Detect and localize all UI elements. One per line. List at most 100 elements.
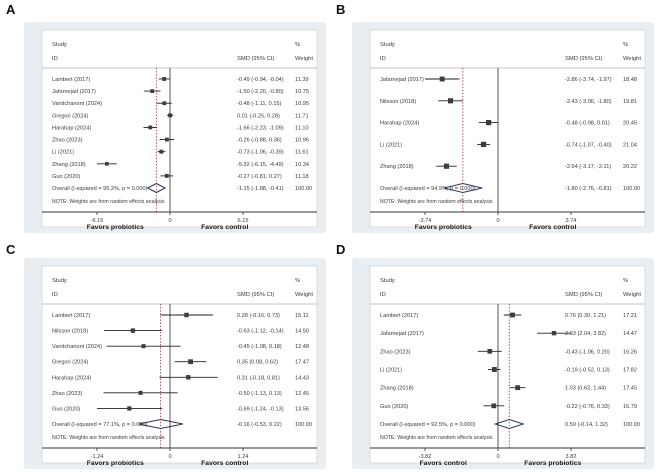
study-id: Guo (2020) [52, 406, 80, 412]
panel-label-c: C [6, 242, 16, 257]
favors-right-label: Favors control [529, 224, 576, 231]
col-header-study: Study [52, 42, 67, 48]
panel-b-quadrant: B Study ID% SMD (95% CI) Weight Jafarnejad (… [330, 0, 661, 236]
forest-plot-svg-d: Study ID% SMD (95% CI) Weight Lambert (2017)… [369, 265, 646, 467]
weight-value: 14.50 [295, 329, 309, 335]
weight-value: 11.39 [295, 77, 309, 83]
effect-marker [148, 125, 153, 130]
smd-ci-value: -1.66 (-2.23, -1.09) [237, 125, 284, 131]
study-id: Nilsson (2018) [380, 99, 416, 105]
col-header-id: ID [52, 56, 58, 62]
effect-marker [162, 77, 167, 81]
study-row: Harahap (2024) -1.66 (-2.23, -1.09) 11.10 [52, 125, 309, 131]
weight-value: 21.04 [623, 142, 637, 148]
favors-right-label: Favors control [201, 460, 248, 467]
smd-ci-value: -0.63 (-1.12, -0.14) [237, 329, 284, 335]
weight-value: 11.10 [295, 125, 309, 131]
study-id: Lambert (2017) [380, 313, 418, 319]
study-row: Guo (2020) -0.27 (-0.81, 0.27) 11.18 [52, 174, 309, 180]
study-id: Jafarnejad (2017) [380, 331, 424, 337]
smd-ci-value: -1.50 (-2.20, -0.80) [237, 89, 284, 95]
weight-value: 11.61 [295, 150, 309, 156]
smd-ci-value: 1.03 (0.62, 1.44) [565, 386, 606, 392]
weight-value: 16.79 [623, 404, 637, 410]
col-header-weight: Weight [623, 56, 641, 62]
smd-ci-value: -0.27 (-0.81, 0.27) [237, 174, 282, 180]
smd-ci-value: -2.86 (-3.74, -1.97) [565, 77, 612, 83]
weight-value: 100.00 [623, 422, 640, 428]
axis-tick-label: 1.24 [238, 454, 249, 460]
weight-value: 10.34 [295, 162, 309, 168]
smd-ci-value: -0.48 (-1.11, 0.15) [237, 101, 281, 107]
favors-left-label: Favors probiotics [87, 460, 144, 467]
study-row: Zhang (2018) 1.03 (0.62, 1.44) 17.45 [380, 385, 637, 392]
weights-note: NOTE: Weights are from random effects an… [380, 199, 493, 205]
smd-ci-value: -1.80 (-2.76, -0.81) [565, 186, 612, 192]
col-header-percent: % [295, 278, 300, 284]
smd-ci-value: 0.31 (-0.18, 0.81) [237, 375, 280, 381]
effect-marker [439, 76, 445, 82]
favors-left-label: Favors probiotics [415, 224, 472, 231]
weight-value: 17.45 [623, 386, 637, 392]
smd-ci-value: -0.26 (-0.88, 0.36) [237, 138, 282, 144]
col-header-smd: SMD (95% CI) [565, 292, 602, 298]
study-row: Vanitchanont (2024) -0.48 (-1.11, 0.15) 10… [52, 101, 309, 107]
study-row: Lambert (2017) 0.76 (0.30, 1.21) 17.21 [380, 312, 637, 319]
study-id: Zhao (2023) [52, 138, 83, 144]
effect-marker [443, 163, 450, 169]
col-header-weight: Weight [623, 292, 641, 298]
weight-value: 10.95 [295, 101, 309, 107]
study-row: Nilsson (2018) -0.63 (-1.12, -0.14) 14.50 [52, 328, 309, 335]
effect-marker [486, 119, 492, 126]
weight-value: 17.82 [623, 368, 637, 374]
plot-box [41, 265, 318, 464]
effect-marker [188, 359, 194, 365]
smd-ci-value: -2.64 (-3.17, -2.11) [565, 164, 611, 170]
study-id: Zhao (2023) [380, 349, 411, 355]
weight-value: 20.22 [623, 164, 637, 170]
smd-ci-value: -0.19 (-0.52, 0.13) [565, 368, 610, 374]
study-id: Zhang (2018) [52, 162, 86, 168]
study-id: Lambert (2017) [52, 77, 90, 83]
smd-ci-value: -0.45 (-1.08, 0.18) [237, 344, 282, 350]
favors-right-label: Favors control [201, 224, 248, 231]
forest-plot-panel-d: Study ID% SMD (95% CI) Weight Lambert (2017)… [352, 258, 654, 469]
weight-value: 12.45 [295, 391, 309, 397]
axis-tick-label: 3.82 [566, 454, 577, 460]
weight-value: 10.96 [295, 138, 309, 144]
weight-value: 12.48 [295, 344, 309, 350]
study-id: Jafarnejad (2017) [380, 77, 424, 83]
smd-ci-value: -0.73 (-1.06, -0.39) [237, 150, 284, 156]
overall-row: Overall (I-squared = 77.1%, p = 0.000) -0… [52, 418, 312, 430]
effect-marker [480, 141, 487, 148]
study-row: Lambert (2017) -0.49 (-0.94, -0.04) 11.39 [52, 77, 309, 83]
weight-value: 10.75 [295, 89, 309, 95]
smd-ci-value: -1.15 (-1.88, -0.41) [237, 186, 284, 192]
axis-tick-label: 0 [496, 454, 499, 460]
study-row: Guo (2020) -0.69 (-1.24, -0.13) 13.56 [52, 406, 309, 412]
plot-box [369, 29, 646, 228]
forest-plot-svg-a: Study ID% SMD (95% CI) Weight Lambert (2017)… [41, 29, 318, 231]
favors-left-label: Favors probiotics [87, 224, 144, 231]
axis-tick-label: -1.24 [91, 454, 104, 460]
axis-tick-label: 3.74 [566, 218, 577, 224]
weights-note: NOTE: Weights are from random effects an… [380, 435, 493, 441]
col-header-study: Study [52, 278, 67, 284]
weight-value: 100.00 [295, 186, 312, 192]
study-row: Zhao (2023) -0.26 (-0.88, 0.36) 10.96 [52, 138, 309, 144]
col-header-study: Study [380, 42, 395, 48]
smd-ci-value: -0.16 (-0.53, 0.22) [237, 422, 282, 428]
study-id: Harahap (2024) [52, 375, 91, 381]
axis-tick-label: -3.82 [419, 454, 432, 460]
smd-ci-value: 0.76 (0.30, 1.21) [565, 313, 606, 319]
effect-marker [159, 149, 164, 154]
favors-left-label: Favors control [420, 460, 467, 467]
study-id: Lambert (2017) [52, 313, 90, 319]
study-row: Gregori (2024) 0.35 (0.08, 0.62) 17.47 [52, 359, 309, 366]
effect-marker [127, 406, 132, 411]
col-header-percent: % [295, 42, 300, 48]
smd-ci-value: -0.50 (-1.13, 0.13) [237, 391, 282, 397]
weight-value: 16.26 [623, 349, 637, 355]
forest-plot-panel-b: Study ID% SMD (95% CI) Weight Jafarnejad (20… [352, 22, 654, 233]
